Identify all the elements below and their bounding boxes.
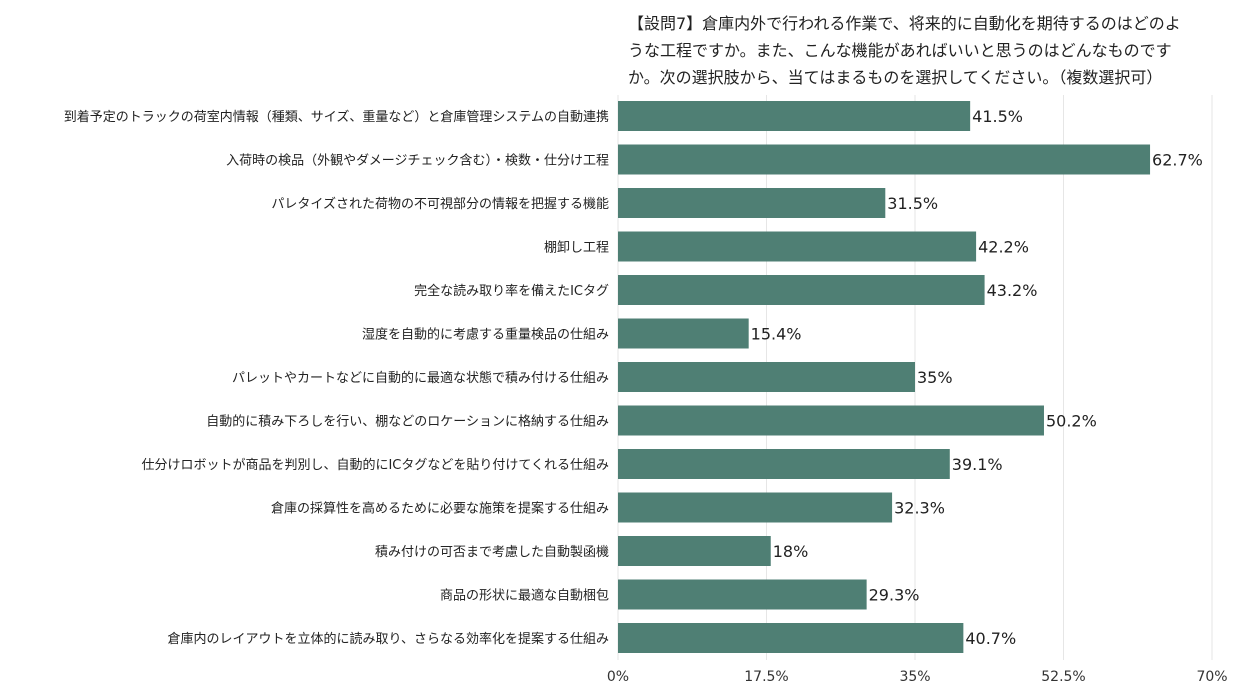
x-tick-label: 17.5% — [744, 669, 788, 685]
value-label: 35% — [917, 368, 953, 387]
value-label: 32.3% — [894, 499, 945, 518]
bar — [618, 449, 950, 479]
bar — [618, 231, 977, 262]
value-label: 50.2% — [1046, 412, 1097, 431]
value-label: 31.5% — [887, 194, 938, 213]
value-label: 42.2% — [978, 238, 1029, 257]
x-axis-ticks: 0% 17.5% 35% 52.5% 70% — [607, 669, 1228, 685]
value-label: 41.5% — [972, 107, 1023, 126]
value-label: 29.3% — [869, 586, 920, 605]
bar — [618, 144, 1151, 175]
x-tick-label: 0% — [607, 669, 629, 685]
chart-title-line-1: 【設問7】倉庫内外で行われる作業で、将来的に自動化を期待するのはどのよ — [628, 14, 1181, 33]
category-label: 商品の形状に最適な自動梱包 — [440, 588, 609, 604]
chart-title-line-2: うな工程ですか。また、こんな機能があればいいと思うのはどんなものです — [628, 41, 1172, 60]
category-label: 倉庫内のレイアウトを立体的に読み取り、さらなる効率化を提案する仕組み — [168, 631, 609, 647]
category-label: 自動的に積み下ろしを行い、棚などのロケーションに格納する仕組み — [206, 414, 609, 430]
value-label: 18% — [773, 542, 809, 561]
category-label: 仕分けロボットが商品を判別し、自動的にICタグなどを貼り付けてくれる仕組み — [141, 457, 609, 473]
category-label: パレットやカートなどに自動的に最適な状態で積み付ける仕組み — [232, 370, 609, 386]
x-tick-label: 52.5% — [1041, 669, 1085, 685]
chart-title-line-3: か。次の選択肢から、当てはまるものを選択してください。（複数選択可） — [628, 68, 1163, 87]
category-label: 入荷時の検品（外観やダメージチェック含む）・検数・仕分け工程 — [226, 153, 609, 169]
bar — [618, 318, 749, 349]
bar — [618, 536, 771, 566]
bar — [618, 623, 964, 653]
bars — [618, 101, 1151, 653]
category-label: 倉庫の採算性を高めるために必要な施策を提案する仕組み — [271, 501, 609, 517]
value-label: 40.7% — [965, 629, 1016, 648]
bar — [618, 492, 893, 523]
bar — [618, 101, 971, 131]
category-label: 棚卸し工程 — [544, 240, 609, 256]
bar — [618, 405, 1044, 436]
category-label: 完全な読み取り率を備えたICタグ — [414, 283, 609, 299]
category-label: パレタイズされた荷物の不可視部分の情報を把握する機能 — [271, 196, 609, 212]
category-label: 湿度を自動的に考慮する重量検品の仕組み — [362, 327, 609, 343]
bar — [618, 579, 867, 610]
bar — [618, 275, 985, 305]
category-label: 積み付けの可否まで考慮した自動製函機 — [375, 545, 609, 560]
value-label: 15.4% — [751, 325, 802, 344]
x-tick-label: 70% — [1196, 669, 1227, 685]
category-label: 到着予定のトラックの荷室内情報（種類、サイズ、重量など）と倉庫管理システムの自動… — [64, 109, 609, 125]
value-labels: 41.5% 62.7% 31.5% 42.2% 43.2% 15.4% 35% 50.2% 39… — [751, 107, 1203, 648]
value-label: 39.1% — [952, 455, 1003, 474]
x-tick-label: 35% — [899, 669, 930, 685]
category-labels: 到着予定のトラックの荷室内情報（種類、サイズ、重量など）と倉庫管理システムの自動… — [64, 109, 609, 647]
value-label: 62.7% — [1152, 151, 1203, 170]
value-label: 43.2% — [987, 281, 1038, 300]
bar — [618, 188, 886, 218]
bar — [618, 362, 915, 392]
